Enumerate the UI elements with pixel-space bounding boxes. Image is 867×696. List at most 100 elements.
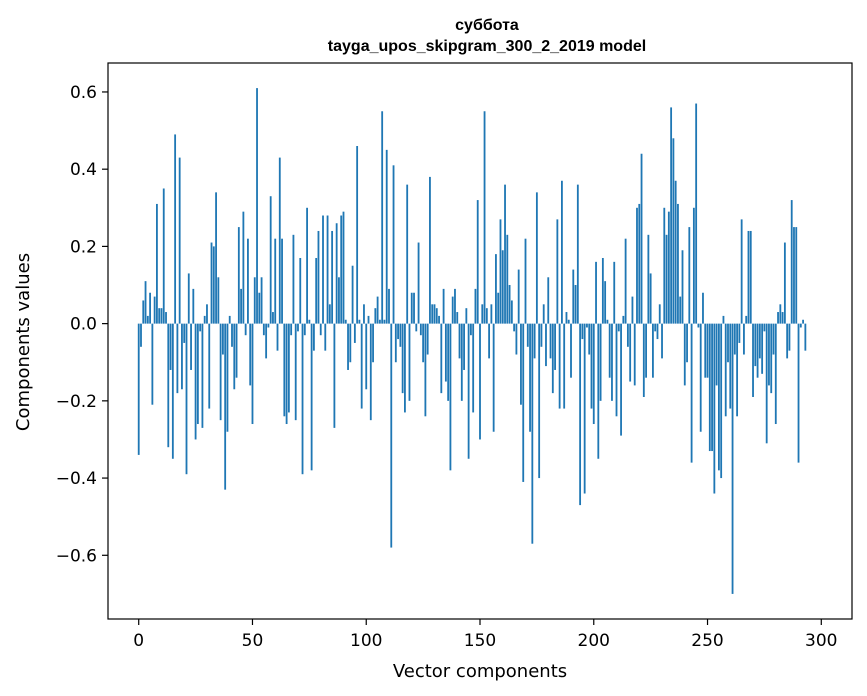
bar [342, 211, 345, 324]
bar [549, 323, 552, 359]
bar [677, 203, 679, 324]
y-axis: −0.6 −0.4 −0.2 0.0 0.2 0.4 0.6 [56, 83, 108, 566]
bar [262, 323, 265, 336]
x-tick-label: 100 [350, 631, 382, 651]
bar [171, 323, 174, 459]
bar [695, 103, 698, 324]
y-tick-label: −0.6 [56, 546, 97, 566]
y-tick-label: 0.6 [70, 83, 97, 103]
bar [583, 323, 586, 494]
bar [499, 219, 502, 324]
bar [558, 323, 561, 409]
bar [415, 323, 418, 332]
bar [401, 323, 404, 394]
bar [545, 323, 547, 367]
bar [394, 323, 397, 363]
bar [315, 257, 318, 324]
bar [756, 323, 759, 378]
y-axis-label: Components values [13, 253, 34, 431]
bar [344, 319, 347, 324]
bar [438, 315, 440, 324]
bar [495, 254, 497, 324]
bar [508, 285, 511, 324]
bar [338, 277, 340, 324]
bar [251, 323, 254, 425]
bar [183, 323, 186, 343]
bar [667, 211, 670, 324]
bar [681, 250, 684, 324]
bar [467, 323, 470, 459]
chart-title: суббота [455, 17, 519, 34]
bar [615, 323, 618, 417]
bar [661, 323, 663, 359]
bar [276, 323, 279, 351]
bar [429, 176, 431, 324]
bar [256, 88, 258, 324]
bar [388, 288, 390, 324]
bar [424, 323, 427, 417]
bar [804, 323, 807, 351]
bar [624, 238, 627, 324]
bar [783, 242, 786, 324]
bar [688, 227, 691, 324]
bar [158, 308, 161, 324]
bar [404, 323, 406, 413]
bar [779, 304, 782, 324]
bar [561, 180, 563, 324]
bar [520, 323, 522, 405]
bar [731, 323, 734, 594]
bar [399, 323, 402, 347]
bar [599, 323, 602, 401]
bar [140, 323, 142, 347]
bar [674, 180, 677, 324]
bar [631, 296, 634, 324]
bar [649, 273, 652, 324]
bar [497, 292, 500, 324]
bar [622, 315, 625, 324]
x-axis-label: Vector components [393, 661, 567, 682]
bar [492, 323, 495, 432]
bar [247, 238, 249, 324]
bar [226, 323, 229, 432]
bar [185, 323, 188, 475]
bar [333, 323, 336, 428]
bar [231, 323, 233, 347]
bar [795, 227, 798, 324]
bar [340, 215, 343, 324]
bar [611, 323, 613, 401]
bar [206, 304, 208, 324]
bar [517, 269, 520, 324]
bar [770, 323, 773, 394]
bar [745, 315, 748, 324]
bar [274, 238, 277, 324]
bar [287, 323, 290, 413]
bar [717, 323, 720, 471]
bar [156, 203, 158, 324]
bar [572, 269, 575, 324]
bar [187, 273, 190, 324]
bar [397, 323, 399, 340]
x-axis: 0 50 100 150 200 250 300 [133, 619, 838, 651]
bar [747, 230, 750, 324]
bar [221, 323, 224, 355]
bar [629, 323, 632, 382]
bar [597, 323, 600, 459]
bar [203, 315, 206, 324]
bar [474, 288, 477, 324]
bar [752, 323, 754, 397]
bar [551, 323, 554, 394]
bar [722, 315, 725, 324]
bar [642, 323, 645, 397]
bar [281, 238, 283, 324]
bar [595, 261, 597, 324]
bar [431, 304, 434, 324]
bar [617, 323, 620, 332]
bar [331, 230, 334, 324]
bar [208, 323, 211, 409]
bar [219, 323, 222, 421]
bar [772, 323, 775, 355]
y-tick-label: 0.2 [70, 237, 97, 257]
bar [620, 323, 622, 436]
bar [524, 238, 527, 324]
bar [608, 323, 611, 378]
